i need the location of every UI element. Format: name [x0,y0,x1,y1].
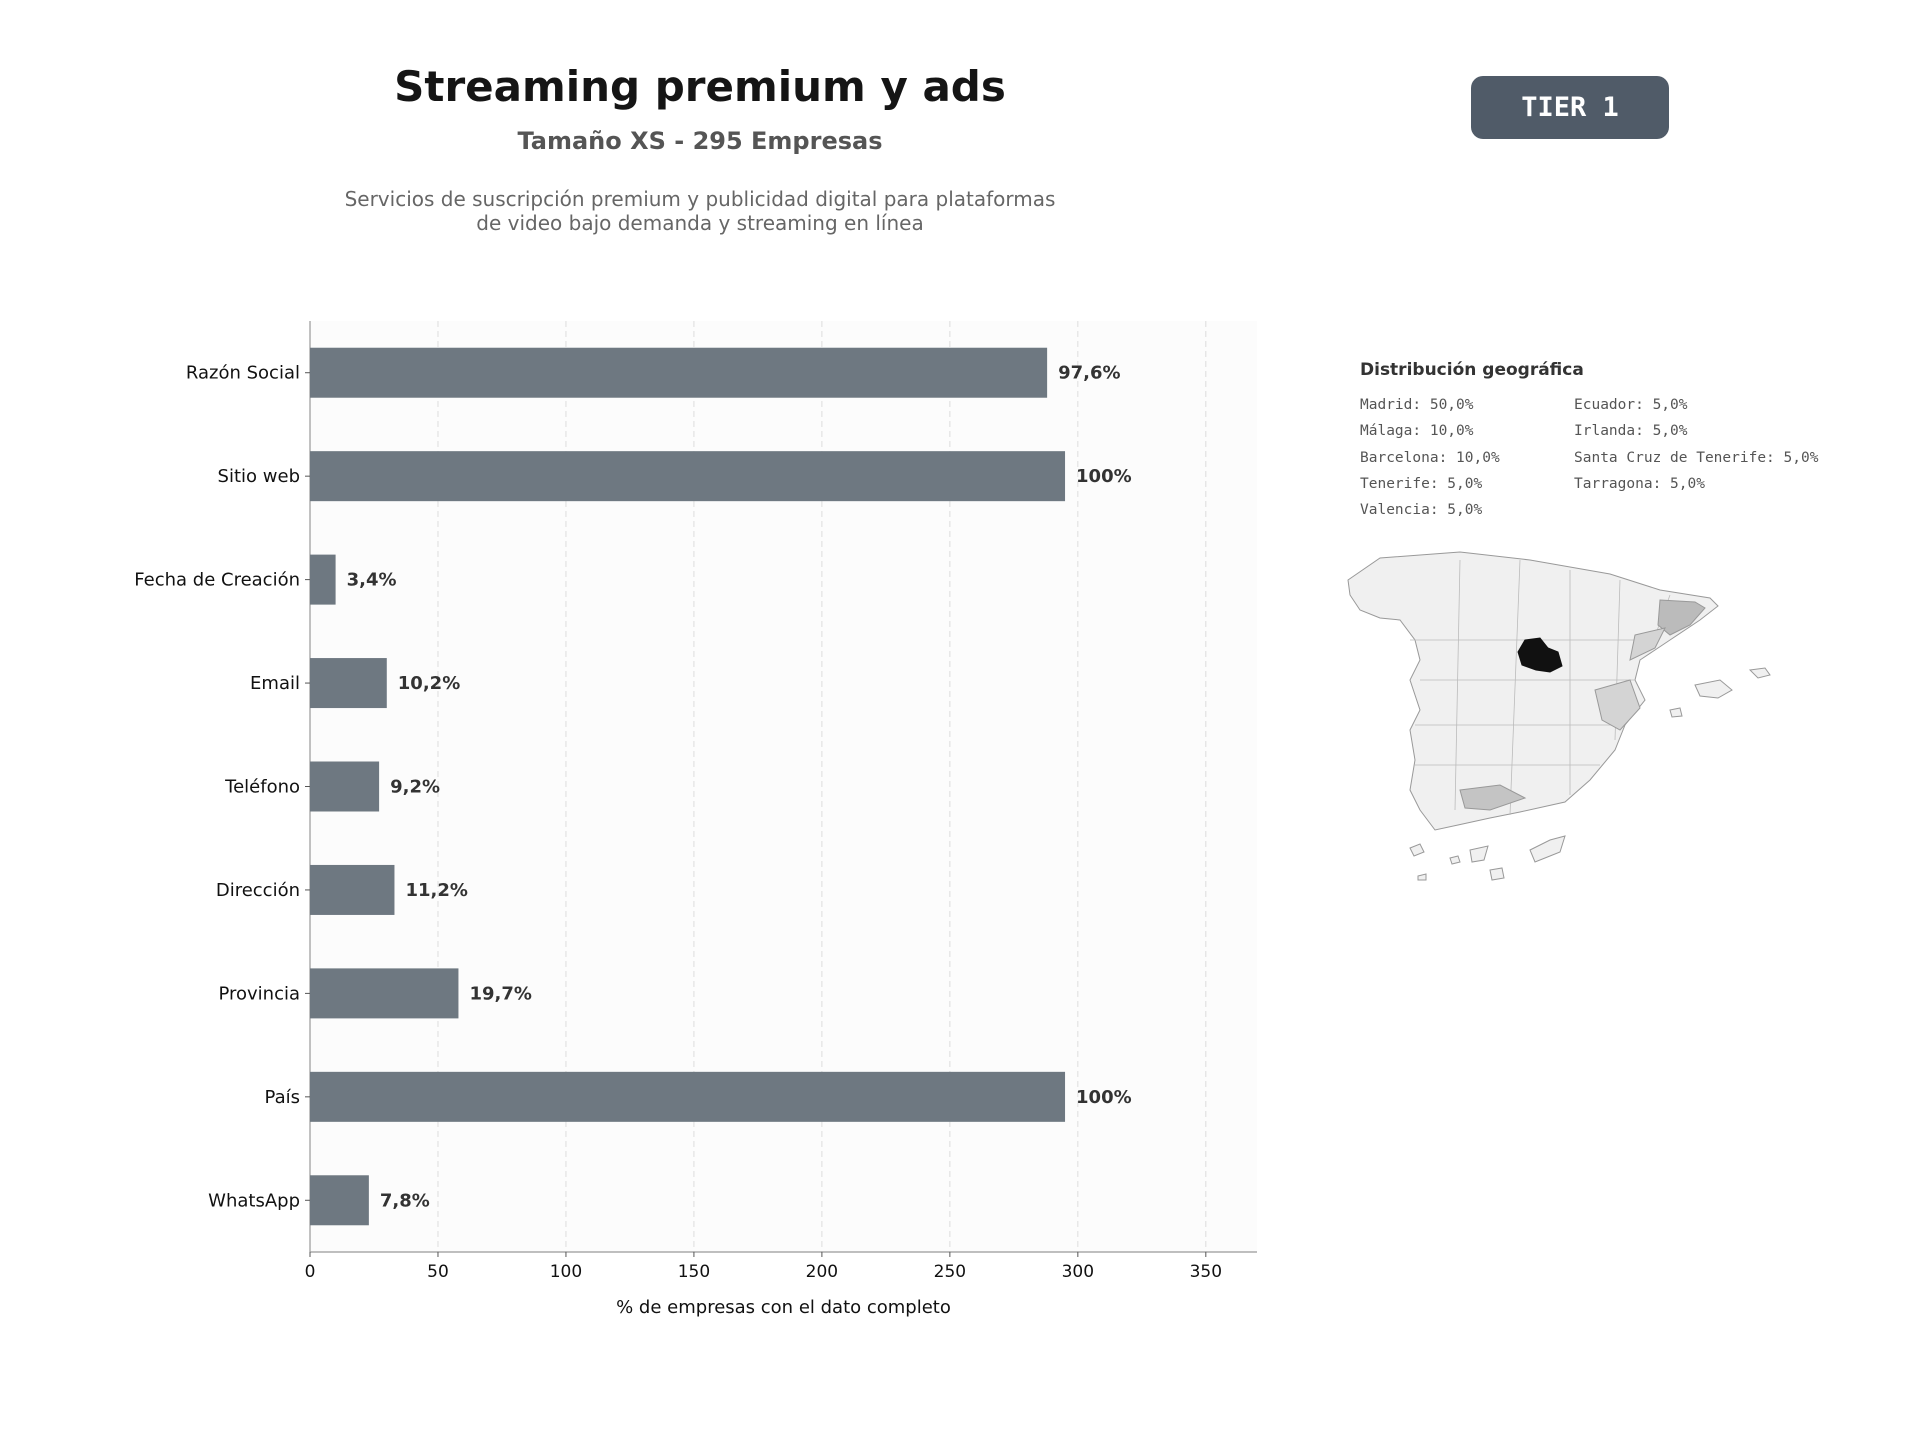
bar-chart: Razón Social 97,6% Sitio web 100% Fecha de C… [134,321,1257,1318]
bar [310,554,336,605]
geo-list-right: Ecuador: 5,0% Irlanda: 5,0% Santa Cruz d… [1574,392,1818,523]
category-label: Email [250,673,300,694]
geo-item: Irlanda: 5,0% [1574,423,1688,440]
x-tick-label: 100 [550,1262,582,1282]
map-barcelona [1657,599,1706,636]
category-label: Sitio web [218,466,300,487]
value-label: 9,2% [390,777,440,798]
geo-item: Tarragona: 5,0% [1574,475,1705,492]
geo-list-left: Madrid: 50,0% Málaga: 10,0% Barcelona: 1… [1360,392,1574,523]
map-malaga [1459,784,1527,811]
geo-item: Barcelona: 10,0% [1360,449,1500,466]
header: Streaming premium y ads Tamaño XS - 295 … [290,62,1110,235]
x-tick-label: 200 [806,1262,838,1282]
geo-item: Málaga: 10,0% [1360,423,1474,440]
geo-item: Ecuador: 5,0% [1574,397,1688,413]
value-label: 11,2% [405,880,467,901]
category-label: Dirección [216,880,300,901]
value-label: 3,4% [347,570,397,591]
category-label: Teléfono [224,777,300,798]
x-tick-label: 50 [427,1262,449,1282]
category-label: País [265,1087,300,1108]
geo-item: Madrid: 50,0% [1360,397,1474,413]
bar [310,451,1066,502]
map-valencia [1594,679,1641,731]
page-title: Streaming premium y ads [394,62,1006,111]
bar [310,968,459,1019]
bar [310,347,1048,398]
value-label: 7,8% [380,1190,430,1211]
category-label: Provincia [218,983,300,1004]
tier-badge: TIER 1 [1471,76,1669,139]
value-label: 10,2% [398,673,460,694]
page-subtitle: Tamaño XS - 295 Empresas [517,127,883,155]
bar [310,658,387,709]
x-tick-label: 0 [305,1262,316,1282]
map-baleares [1669,667,1771,718]
value-label: 97,6% [1058,363,1120,384]
value-label: 100% [1076,466,1132,487]
bar [310,761,380,812]
map-mainland [1347,551,1719,831]
x-tick-label: 250 [934,1262,966,1282]
geo-distribution: Distribución geográfica Madrid: 50,0% Má… [1360,360,1880,523]
x-tick-label: 150 [678,1262,710,1282]
x-tick-label: 300 [1062,1262,1094,1282]
category-label: WhatsApp [208,1190,300,1211]
x-tick-label: 350 [1190,1262,1222,1282]
geo-item: Santa Cruz de Tenerife: 5,0% [1574,449,1819,466]
page-description: Servicios de suscripción premium y publi… [344,187,1056,235]
category-label: Razón Social [186,363,300,384]
value-label: 19,7% [469,983,531,1004]
bar [310,864,395,915]
geo-item: Valencia: 5,0% [1360,502,1483,519]
map-tarragona [1629,627,1666,661]
geo-item: Tenerife: 5,0% [1360,475,1483,492]
bar [310,1175,369,1226]
map-madrid [1517,637,1563,673]
geo-title: Distribución geográfica [1360,360,1584,380]
map-canarias [1409,835,1566,881]
spain-map [1347,551,1771,881]
value-label: 100% [1076,1087,1132,1108]
category-label: Fecha de Creación [134,570,300,591]
x-axis-title: % de empresas con el dato completo [616,1297,951,1318]
bar [310,1071,1066,1122]
